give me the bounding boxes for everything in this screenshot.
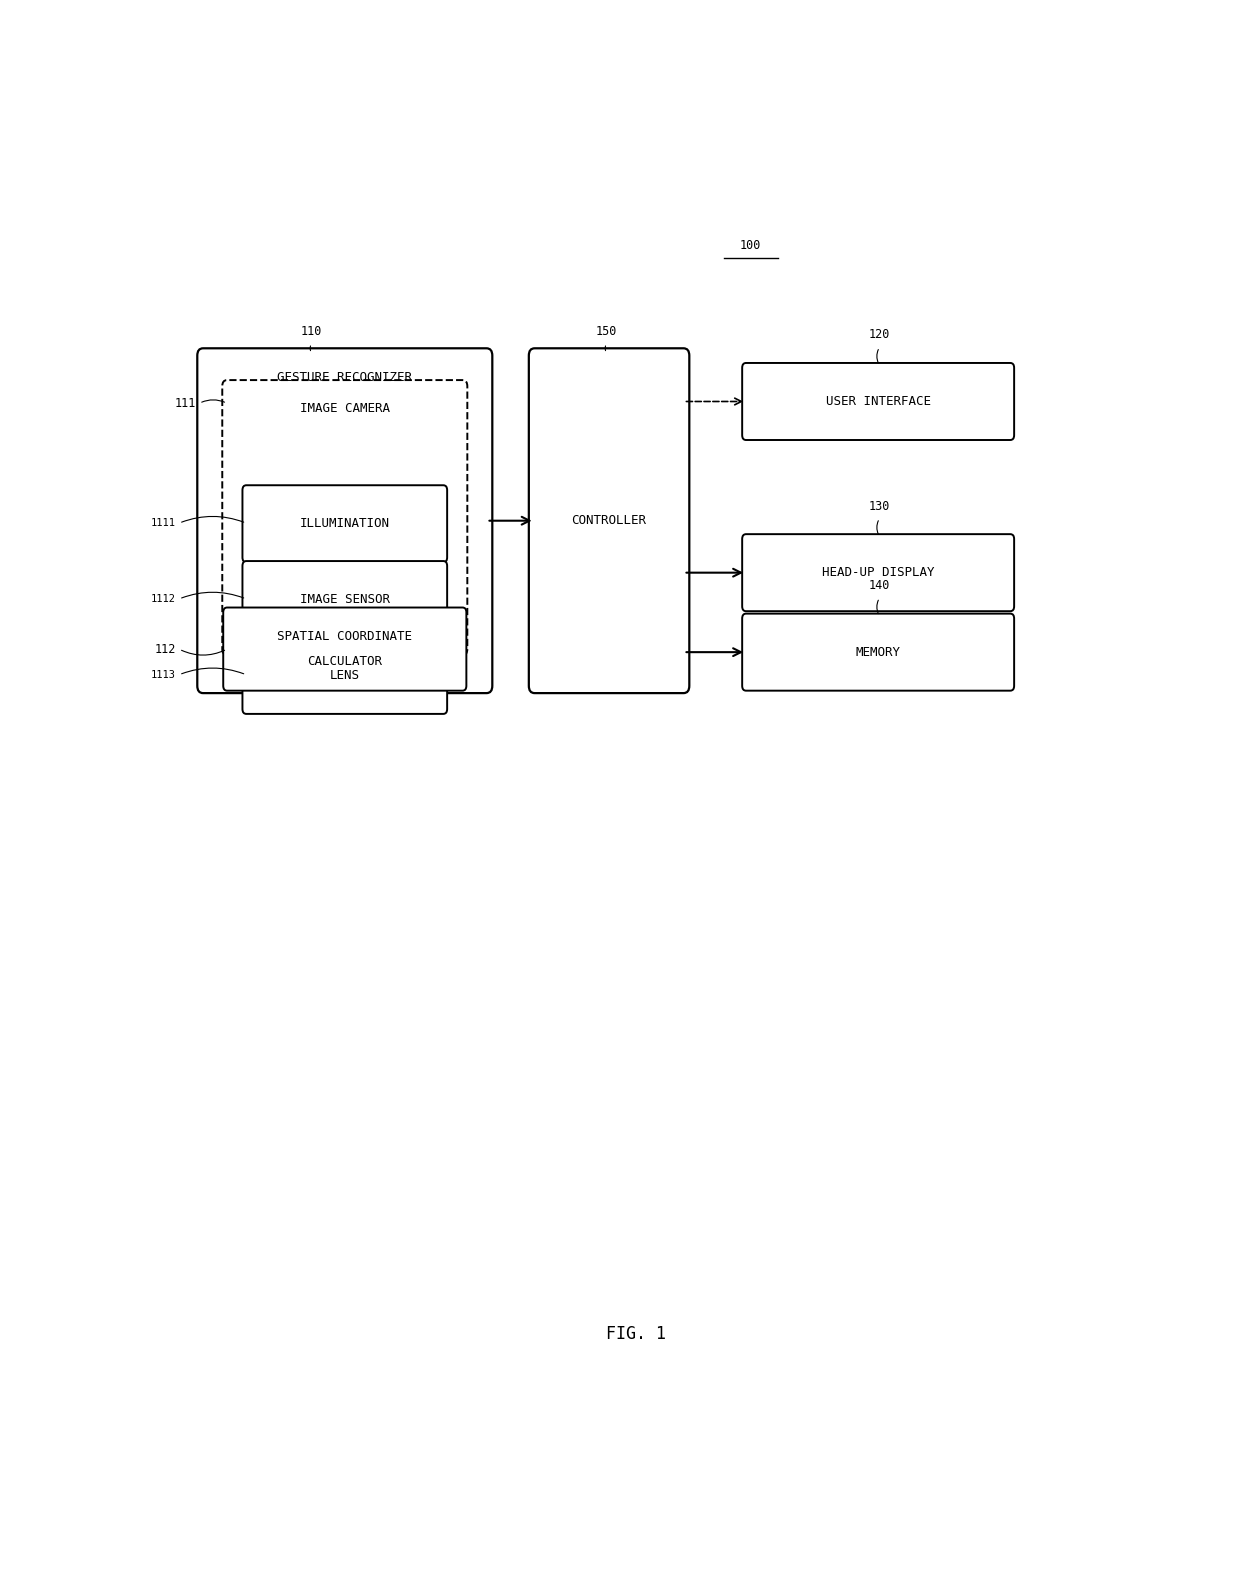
FancyBboxPatch shape	[743, 613, 1014, 691]
Text: HEAD-UP DISPLAY: HEAD-UP DISPLAY	[822, 567, 935, 580]
FancyBboxPatch shape	[243, 561, 448, 638]
Text: 111: 111	[175, 397, 196, 410]
FancyBboxPatch shape	[197, 348, 492, 692]
Text: 1113: 1113	[151, 670, 176, 680]
Text: 140: 140	[869, 580, 890, 592]
Text: CALCULATOR: CALCULATOR	[308, 654, 382, 669]
Text: MEMORY: MEMORY	[856, 646, 900, 659]
Text: USER INTERFACE: USER INTERFACE	[826, 395, 931, 408]
Text: 1111: 1111	[151, 518, 176, 529]
Text: ILLUMINATION: ILLUMINATION	[300, 518, 389, 530]
Text: IMAGE SENSOR: IMAGE SENSOR	[300, 592, 389, 607]
Text: 100: 100	[740, 240, 761, 252]
Text: FIG. 1: FIG. 1	[605, 1324, 666, 1343]
FancyBboxPatch shape	[743, 534, 1014, 611]
FancyBboxPatch shape	[223, 608, 466, 691]
FancyBboxPatch shape	[243, 486, 448, 562]
Text: CONTROLLER: CONTROLLER	[572, 515, 646, 527]
Text: SPATIAL COORDINATE: SPATIAL COORDINATE	[278, 630, 412, 643]
FancyBboxPatch shape	[243, 637, 448, 715]
Text: 130: 130	[869, 500, 890, 513]
Text: 150: 150	[596, 324, 618, 338]
Text: LENS: LENS	[330, 669, 360, 681]
FancyBboxPatch shape	[222, 380, 467, 656]
Text: 112: 112	[155, 643, 176, 656]
Text: 120: 120	[869, 329, 890, 341]
Text: 1112: 1112	[151, 594, 176, 603]
FancyBboxPatch shape	[743, 364, 1014, 440]
Text: 110: 110	[301, 324, 322, 338]
Text: GESTURE RECOGNIZER: GESTURE RECOGNIZER	[278, 372, 412, 384]
Text: IMAGE CAMERA: IMAGE CAMERA	[300, 402, 389, 414]
FancyBboxPatch shape	[528, 348, 689, 692]
